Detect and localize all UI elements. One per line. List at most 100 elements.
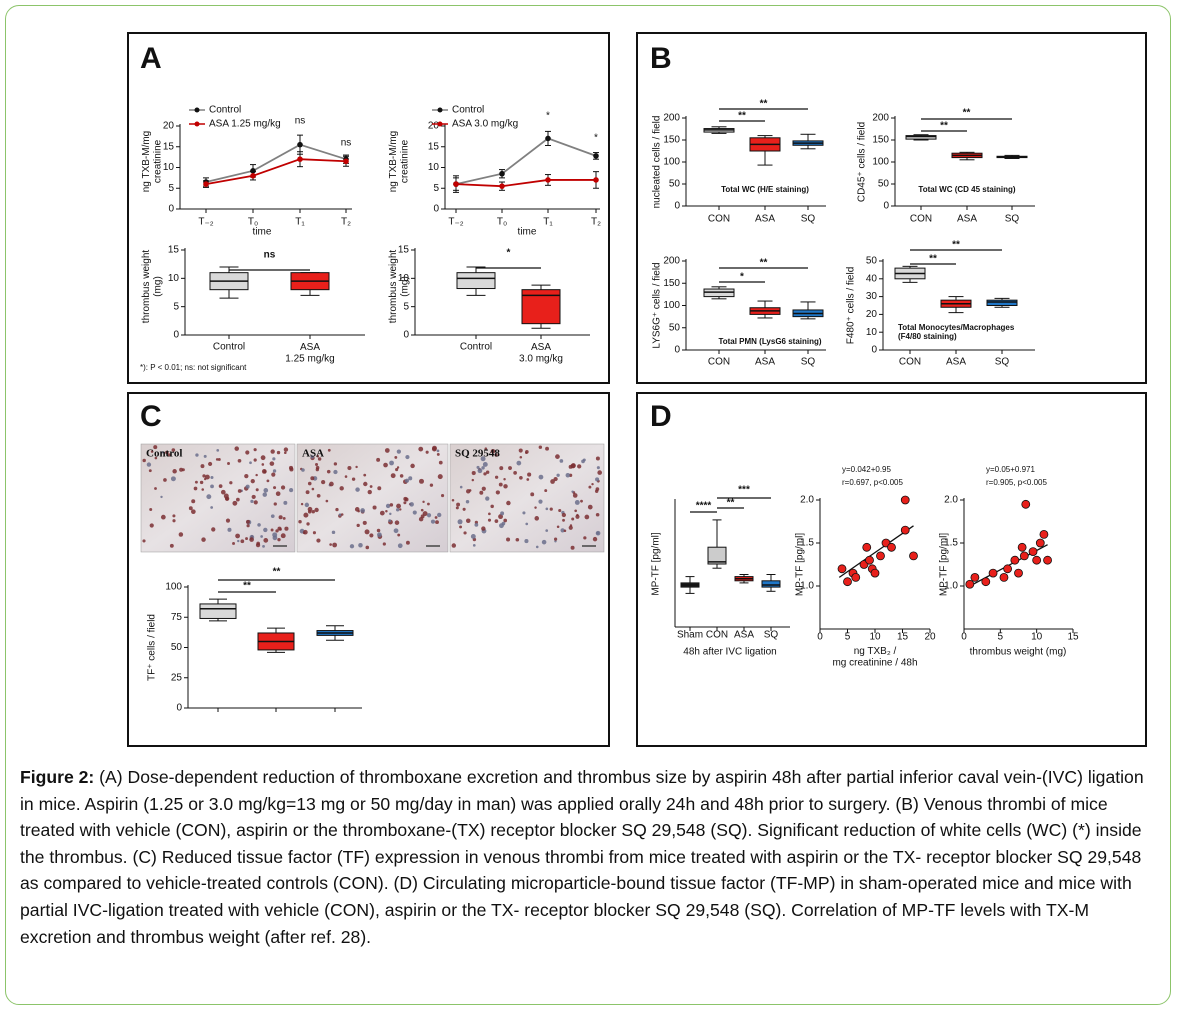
stained-cell xyxy=(506,500,511,506)
stained-cell xyxy=(276,450,281,455)
point xyxy=(297,156,303,162)
stained-cell xyxy=(250,479,255,484)
stained-cell xyxy=(544,489,548,493)
y-tick-label: 200 xyxy=(663,256,680,267)
stained-cell xyxy=(316,538,321,543)
stained-cell xyxy=(289,488,294,493)
stained-cell xyxy=(179,467,184,472)
stained-cell xyxy=(396,503,401,509)
stained-cell xyxy=(229,481,233,485)
stained-cell xyxy=(438,460,443,465)
significance-label: *** xyxy=(738,485,750,496)
stained-cell xyxy=(553,476,558,482)
panel-note: Total WC (CD 45 staining) xyxy=(918,185,1016,194)
stained-cell xyxy=(315,467,320,472)
stained-cell xyxy=(397,543,403,549)
stained-cell xyxy=(331,530,336,535)
stained-cell xyxy=(206,494,212,500)
x-tick-label: ASA xyxy=(755,357,775,368)
stained-cell xyxy=(565,473,571,478)
stained-cell xyxy=(485,470,490,474)
stained-cell xyxy=(389,512,392,516)
stained-cell xyxy=(519,475,523,480)
stained-cell xyxy=(193,486,198,491)
stained-cell xyxy=(425,450,429,454)
stained-cell xyxy=(526,478,530,481)
stained-cell xyxy=(570,545,575,550)
stained-cell xyxy=(277,537,281,542)
x-tick-label: ASA xyxy=(957,214,977,225)
stained-cell xyxy=(525,522,529,526)
stained-cell xyxy=(163,478,167,482)
significance-label: ** xyxy=(738,111,746,122)
stained-cell xyxy=(191,499,196,504)
point xyxy=(1017,542,1027,552)
stained-cell xyxy=(525,451,528,454)
stained-cell xyxy=(456,502,461,507)
stained-cell xyxy=(355,465,358,469)
stained-cell xyxy=(395,468,399,472)
stained-cell xyxy=(441,494,445,498)
x-axis-label: time xyxy=(253,227,272,238)
stained-cell xyxy=(306,522,310,526)
panel-frame xyxy=(636,392,1147,747)
series-line xyxy=(205,143,347,183)
x-tick-label: SQ xyxy=(801,357,816,368)
stained-cell xyxy=(255,488,259,492)
x-tick-label: CON xyxy=(910,214,932,225)
stained-cell xyxy=(455,506,459,510)
panel-label: A xyxy=(140,42,162,75)
stained-cell xyxy=(300,502,304,506)
stained-cell xyxy=(479,490,484,495)
stained-cell xyxy=(149,508,153,512)
stained-cell xyxy=(470,533,476,539)
stained-cell xyxy=(363,481,368,487)
significance-label: ** xyxy=(952,240,960,251)
stained-cell xyxy=(232,500,238,506)
stained-cell xyxy=(154,487,157,490)
stained-cell xyxy=(561,512,567,518)
stained-cell xyxy=(335,507,339,512)
stained-cell xyxy=(284,526,289,531)
y-tick-label: 0 xyxy=(403,330,409,341)
y-tick-label: 50 xyxy=(171,642,183,653)
stained-cell xyxy=(218,484,223,488)
y-tick-label: 10 xyxy=(428,162,440,173)
stained-cell xyxy=(303,529,308,535)
stained-cell xyxy=(311,487,315,491)
x-tick-label: ASA 3.0 mg/kg xyxy=(519,342,563,365)
stained-cell xyxy=(216,448,220,452)
stained-cell xyxy=(315,462,319,467)
stained-cell xyxy=(434,516,438,519)
stained-cell xyxy=(403,501,407,505)
stained-cell xyxy=(498,482,503,487)
stained-cell xyxy=(418,516,424,522)
stained-cell xyxy=(397,533,401,537)
stained-cell xyxy=(307,506,313,512)
x-tick-label: T₋₂ xyxy=(198,217,213,228)
stained-cell xyxy=(474,520,478,524)
stained-cell xyxy=(560,528,565,533)
stained-cell xyxy=(490,504,494,509)
significance-label: ns xyxy=(295,116,306,127)
y-tick-label: 25 xyxy=(171,672,183,683)
stained-cell xyxy=(310,476,315,481)
stained-cell xyxy=(245,450,250,455)
legend-marker xyxy=(194,107,200,113)
stained-cell xyxy=(211,527,216,532)
stained-cell xyxy=(555,454,560,459)
stained-cell xyxy=(583,536,587,540)
stained-cell xyxy=(362,520,367,525)
point xyxy=(499,170,505,177)
photo-label: SQ 29548 xyxy=(455,448,500,460)
text-line: creatinine xyxy=(152,139,163,183)
stained-cell xyxy=(245,519,250,524)
stained-cell xyxy=(255,543,261,548)
x-tick-label: 15 xyxy=(1067,632,1079,643)
text-line: ASA xyxy=(300,342,320,353)
y-tick-label: 15 xyxy=(163,141,175,152)
legend-label: ASA 1.25 mg/kg xyxy=(209,119,281,130)
stained-cell xyxy=(316,454,319,458)
legend-marker xyxy=(437,121,443,127)
stained-cell xyxy=(595,512,600,517)
